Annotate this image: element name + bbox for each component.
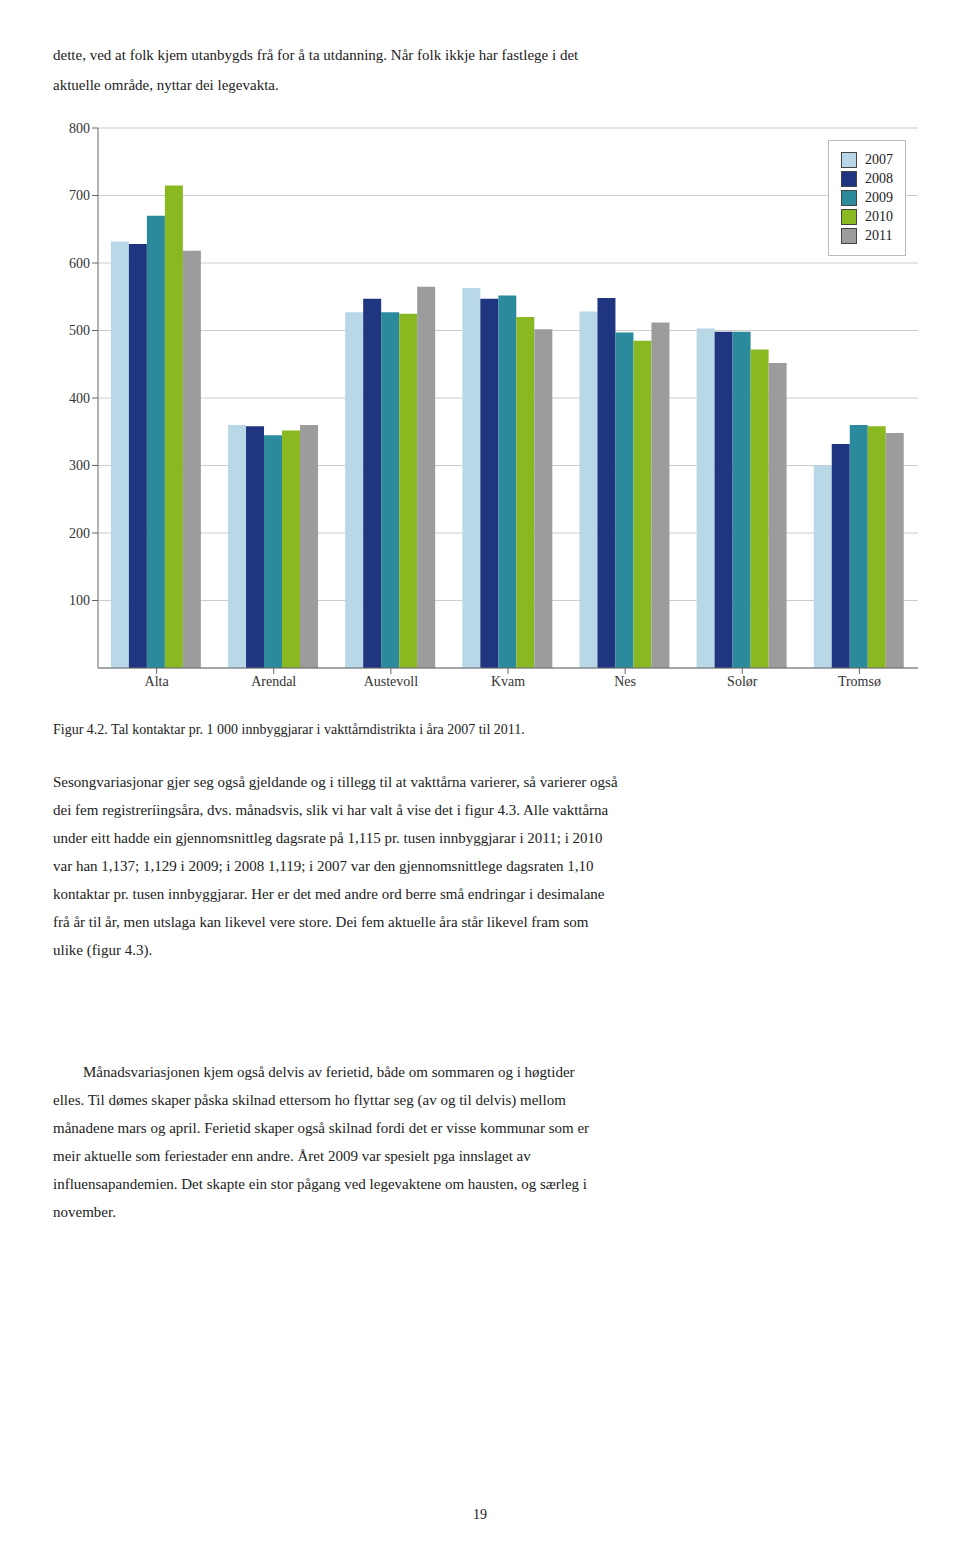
html-text:under eitt hadde ein gjennomsn: under eitt hadde ein gjennomsnittleg dag… <box>53 830 603 846</box>
html-text:meir aktuelle som feriestader: meir aktuelle som feriestader enn andre.… <box>53 1148 531 1164</box>
svg-text:Austevoll: Austevoll <box>364 674 419 689</box>
svg-text:400: 400 <box>69 391 90 406</box>
svg-text:300: 300 <box>69 458 90 473</box>
html-text:influensapandemien. Det skapte: influensapandemien. Det skapte ein stor … <box>53 1176 587 1192</box>
html-text:månadene mars og april. Feriet: månadene mars og april. Ferietid skaper … <box>53 1120 590 1136</box>
html-text:november.: november. <box>53 1204 116 1220</box>
svg-text:Arendal: Arendal <box>251 674 296 689</box>
html-text:Sesongvariasjonar gjer seg ogs: Sesongvariasjonar gjer seg også gjeldand… <box>53 774 618 790</box>
svg-text:Tromsø: Tromsø <box>838 674 881 689</box>
html-text:Månadsvariasjonen kjem også de: Månadsvariasjonen kjem også delvis av fe… <box>53 1064 575 1080</box>
html-text:Figur 4.2. Tal kontaktar pr. 1: Figur 4.2. Tal kontaktar pr. 1 000 innby… <box>53 722 525 737</box>
svg-text:Nes: Nes <box>614 674 636 689</box>
svg-text:Solør: Solør <box>727 674 758 689</box>
html-text:kontaktar pr. tusen innbyggjar: kontaktar pr. tusen innbyggjarar. Her er… <box>53 886 605 902</box>
html-text:dette, ved at folk kjem utanby: dette, ved at folk kjem utanbygds frå fo… <box>53 47 579 63</box>
svg-text:100: 100 <box>69 593 90 608</box>
html-text:19: 19 <box>473 1507 487 1522</box>
html-text:2011: 2011 <box>865 228 893 243</box>
svg-text:Alta: Alta <box>145 674 170 689</box>
html-text:aktuelle område, nyttar dei le: aktuelle område, nyttar dei legevakta. <box>53 77 279 93</box>
svg-text:700: 700 <box>69 188 90 203</box>
html-text:elles. Til dømes skaper påska: elles. Til dømes skaper påska skilnad et… <box>53 1092 566 1108</box>
html-text:ulike (figur 4.3).: ulike (figur 4.3). <box>53 942 153 958</box>
html-text:frå år til år, men utslaga kan: frå år til år, men utslaga kan likevel v… <box>53 914 589 930</box>
svg-text:Kvam: Kvam <box>491 674 525 689</box>
svg-text:200: 200 <box>69 526 90 541</box>
html-text:2009: 2009 <box>865 190 893 205</box>
html-text:2007: 2007 <box>865 152 893 167</box>
html-text:dei fem registreríingsåra, dvs: dei fem registreríingsåra, dvs. månadsvi… <box>53 802 609 818</box>
html-text:2010: 2010 <box>865 209 893 224</box>
svg-text:600: 600 <box>69 256 90 271</box>
svg-text:800: 800 <box>69 121 90 136</box>
svg-text:500: 500 <box>69 323 90 338</box>
html-text:var han 1,137; 1,129 i 2009; i: var han 1,137; 1,129 i 2009; i 2008 1,11… <box>53 858 594 874</box>
html-text:2008: 2008 <box>865 171 893 186</box>
